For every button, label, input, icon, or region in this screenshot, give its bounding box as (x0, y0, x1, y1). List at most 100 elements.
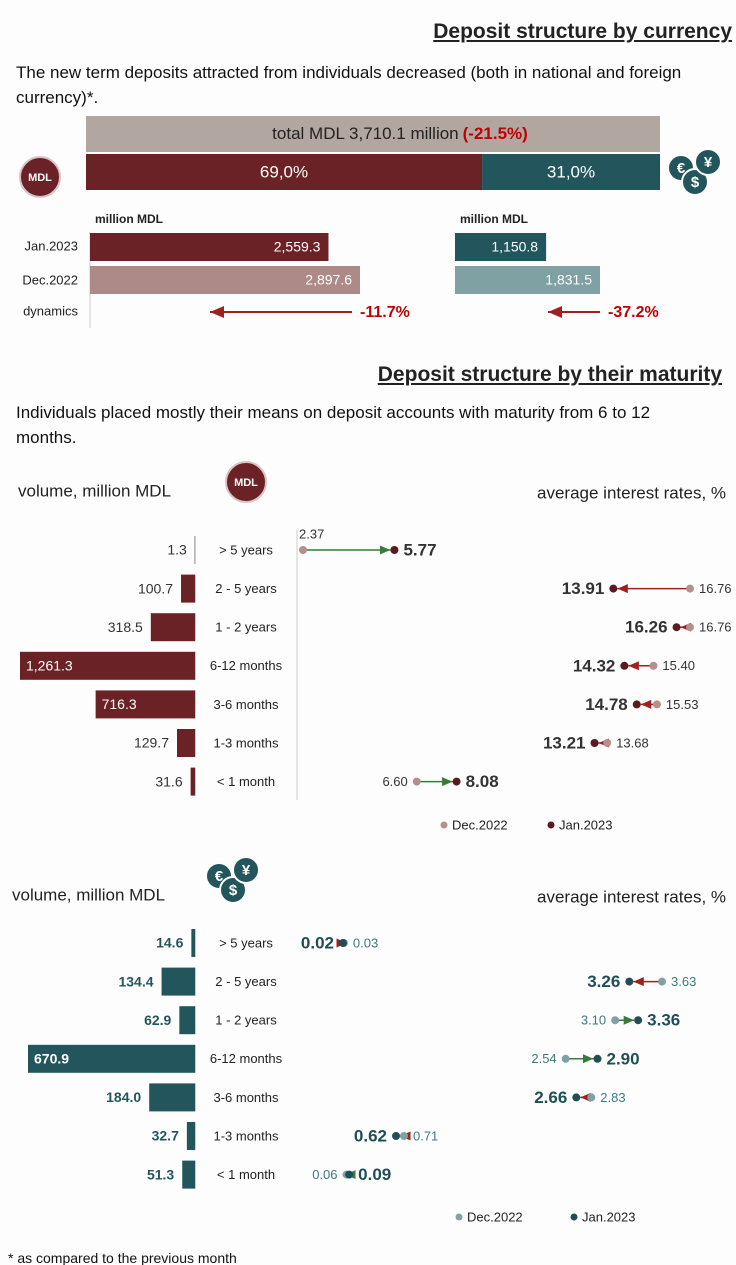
rate-label-jan: 5.77 (403, 540, 436, 559)
rate-dot-jan (390, 546, 399, 554)
rate-dot-dec (649, 661, 658, 670)
rate-label-dec: 16.76 (699, 581, 732, 596)
currency-bar (455, 233, 547, 261)
rate-dot-dec (299, 546, 307, 554)
category-label: < 1 month (217, 1167, 275, 1182)
total-text: total MDL 3,710.1 million (-21.5%) (272, 124, 528, 143)
rate-label-dec: 15.40 (662, 658, 695, 673)
period-label: dynamics (23, 303, 78, 318)
volume-bar (186, 1122, 195, 1150)
rate-label-dec: 13.68 (616, 735, 649, 750)
rate-dot-jan (609, 584, 618, 593)
currency-symbol: $ (691, 174, 700, 191)
rate-label-dec: 3.63 (671, 974, 696, 989)
legend-dot (440, 821, 448, 829)
currency-icon (219, 876, 247, 904)
footnote: * as compared to the previous month (8, 1250, 237, 1265)
rate-label-dec: 15.53 (666, 697, 699, 712)
rate-dot-jan (625, 977, 634, 986)
change-label: -11.7% (360, 304, 410, 321)
volume-label: 134.4 (118, 973, 153, 989)
rate-label-jan: 14.32 (573, 656, 616, 675)
rate-label-jan: 3.26 (587, 972, 620, 991)
maturity-title: Deposit structure by their maturity (377, 363, 722, 386)
unit-label: million MDL (460, 212, 528, 226)
volume-bar (150, 613, 195, 642)
rates-title: average interest rates, % (537, 887, 726, 906)
rate-dot-dec (686, 623, 694, 632)
volume-label: 100.7 (138, 580, 173, 596)
category-label: < 1 month (217, 774, 275, 789)
rate-label-dec: 2.54 (531, 1051, 556, 1066)
currency-value: 2,897.6 (305, 272, 352, 288)
category-label: 2 - 5 years (215, 974, 277, 989)
rate-dot-dec (587, 1093, 596, 1102)
change-label: -37.2% (608, 304, 659, 321)
rate-label-jan: 16.26 (625, 618, 668, 637)
rate-dot-jan (634, 1016, 643, 1025)
category-label: 3-6 months (213, 1090, 279, 1105)
volume-bar (190, 767, 195, 796)
volume-label: 1.3 (167, 542, 187, 558)
volume-bar (181, 574, 195, 603)
volume-bar (20, 651, 195, 680)
rate-dot-dec (658, 977, 666, 986)
volume-label: 32.7 (152, 1128, 179, 1144)
rate-dot-jan (632, 700, 641, 709)
category-label: 3-6 months (213, 697, 279, 712)
share-bar (482, 154, 660, 190)
volume-bar (149, 1083, 195, 1112)
rate-label-jan: 3.36 (647, 1011, 680, 1030)
rate-label-jan: 13.21 (543, 733, 586, 752)
rate-dot-jan (620, 661, 629, 670)
rate-dot-dec (412, 777, 421, 786)
legend-dot (547, 821, 555, 829)
rate-label-jan: 0.02 (301, 933, 334, 952)
rate-label-dec: 6.60 (382, 774, 407, 789)
period-label: Jan.2023 (25, 238, 79, 253)
volume-label: 318.5 (108, 619, 143, 635)
rate-dot-jan (672, 623, 681, 632)
volume-label: 1,261.3 (26, 658, 73, 674)
legend-label: Jan.2023 (559, 817, 613, 832)
rate-dot-dec (611, 1016, 620, 1025)
volume-bar (177, 729, 195, 757)
volume-label: 670.9 (34, 1051, 69, 1067)
rate-label-jan: 2.90 (606, 1049, 639, 1068)
rate-label-jan: 13.91 (562, 579, 605, 598)
currency-bar (90, 266, 360, 294)
category-label: > 5 years (219, 542, 273, 557)
volume-bar (182, 1160, 195, 1189)
total-bar (86, 116, 660, 152)
rate-label-jan: 0.62 (354, 1126, 387, 1145)
currency-symbol: € (215, 868, 224, 885)
rate-label-dec: 3.10 (581, 1013, 606, 1028)
rate-label-dec: 0.06 (312, 1167, 337, 1182)
rate-dot-jan (593, 1054, 602, 1063)
rate-dot-dec (686, 584, 694, 593)
currency-icon (694, 148, 722, 176)
category-label: 1-3 months (213, 1128, 279, 1143)
volume-label: 31.6 (155, 773, 182, 789)
currency-value: 1,150.8 (491, 239, 538, 255)
volume-bar (191, 929, 195, 957)
rate-dot-jan (452, 777, 461, 786)
currency-icon (681, 168, 709, 196)
category-label: 1 - 2 years (215, 1013, 277, 1028)
rate-label-dec: 0.71 (413, 1128, 438, 1143)
rate-dot-jan (339, 939, 347, 947)
rate-dot-jan (590, 739, 599, 747)
category-label: 6-12 months (210, 1051, 283, 1066)
volume-label: 14.6 (156, 935, 183, 951)
period-label: Dec.2022 (22, 272, 78, 287)
volume-bar (161, 967, 195, 996)
rate-dot-jan (392, 1132, 401, 1140)
volume-label: 51.3 (147, 1166, 174, 1182)
currency-bar (90, 233, 329, 261)
currency-symbol: ¥ (242, 862, 251, 879)
share-bar (86, 154, 483, 190)
volume-label: 184.0 (106, 1089, 141, 1105)
total-change: (-21.5%) (463, 124, 528, 143)
